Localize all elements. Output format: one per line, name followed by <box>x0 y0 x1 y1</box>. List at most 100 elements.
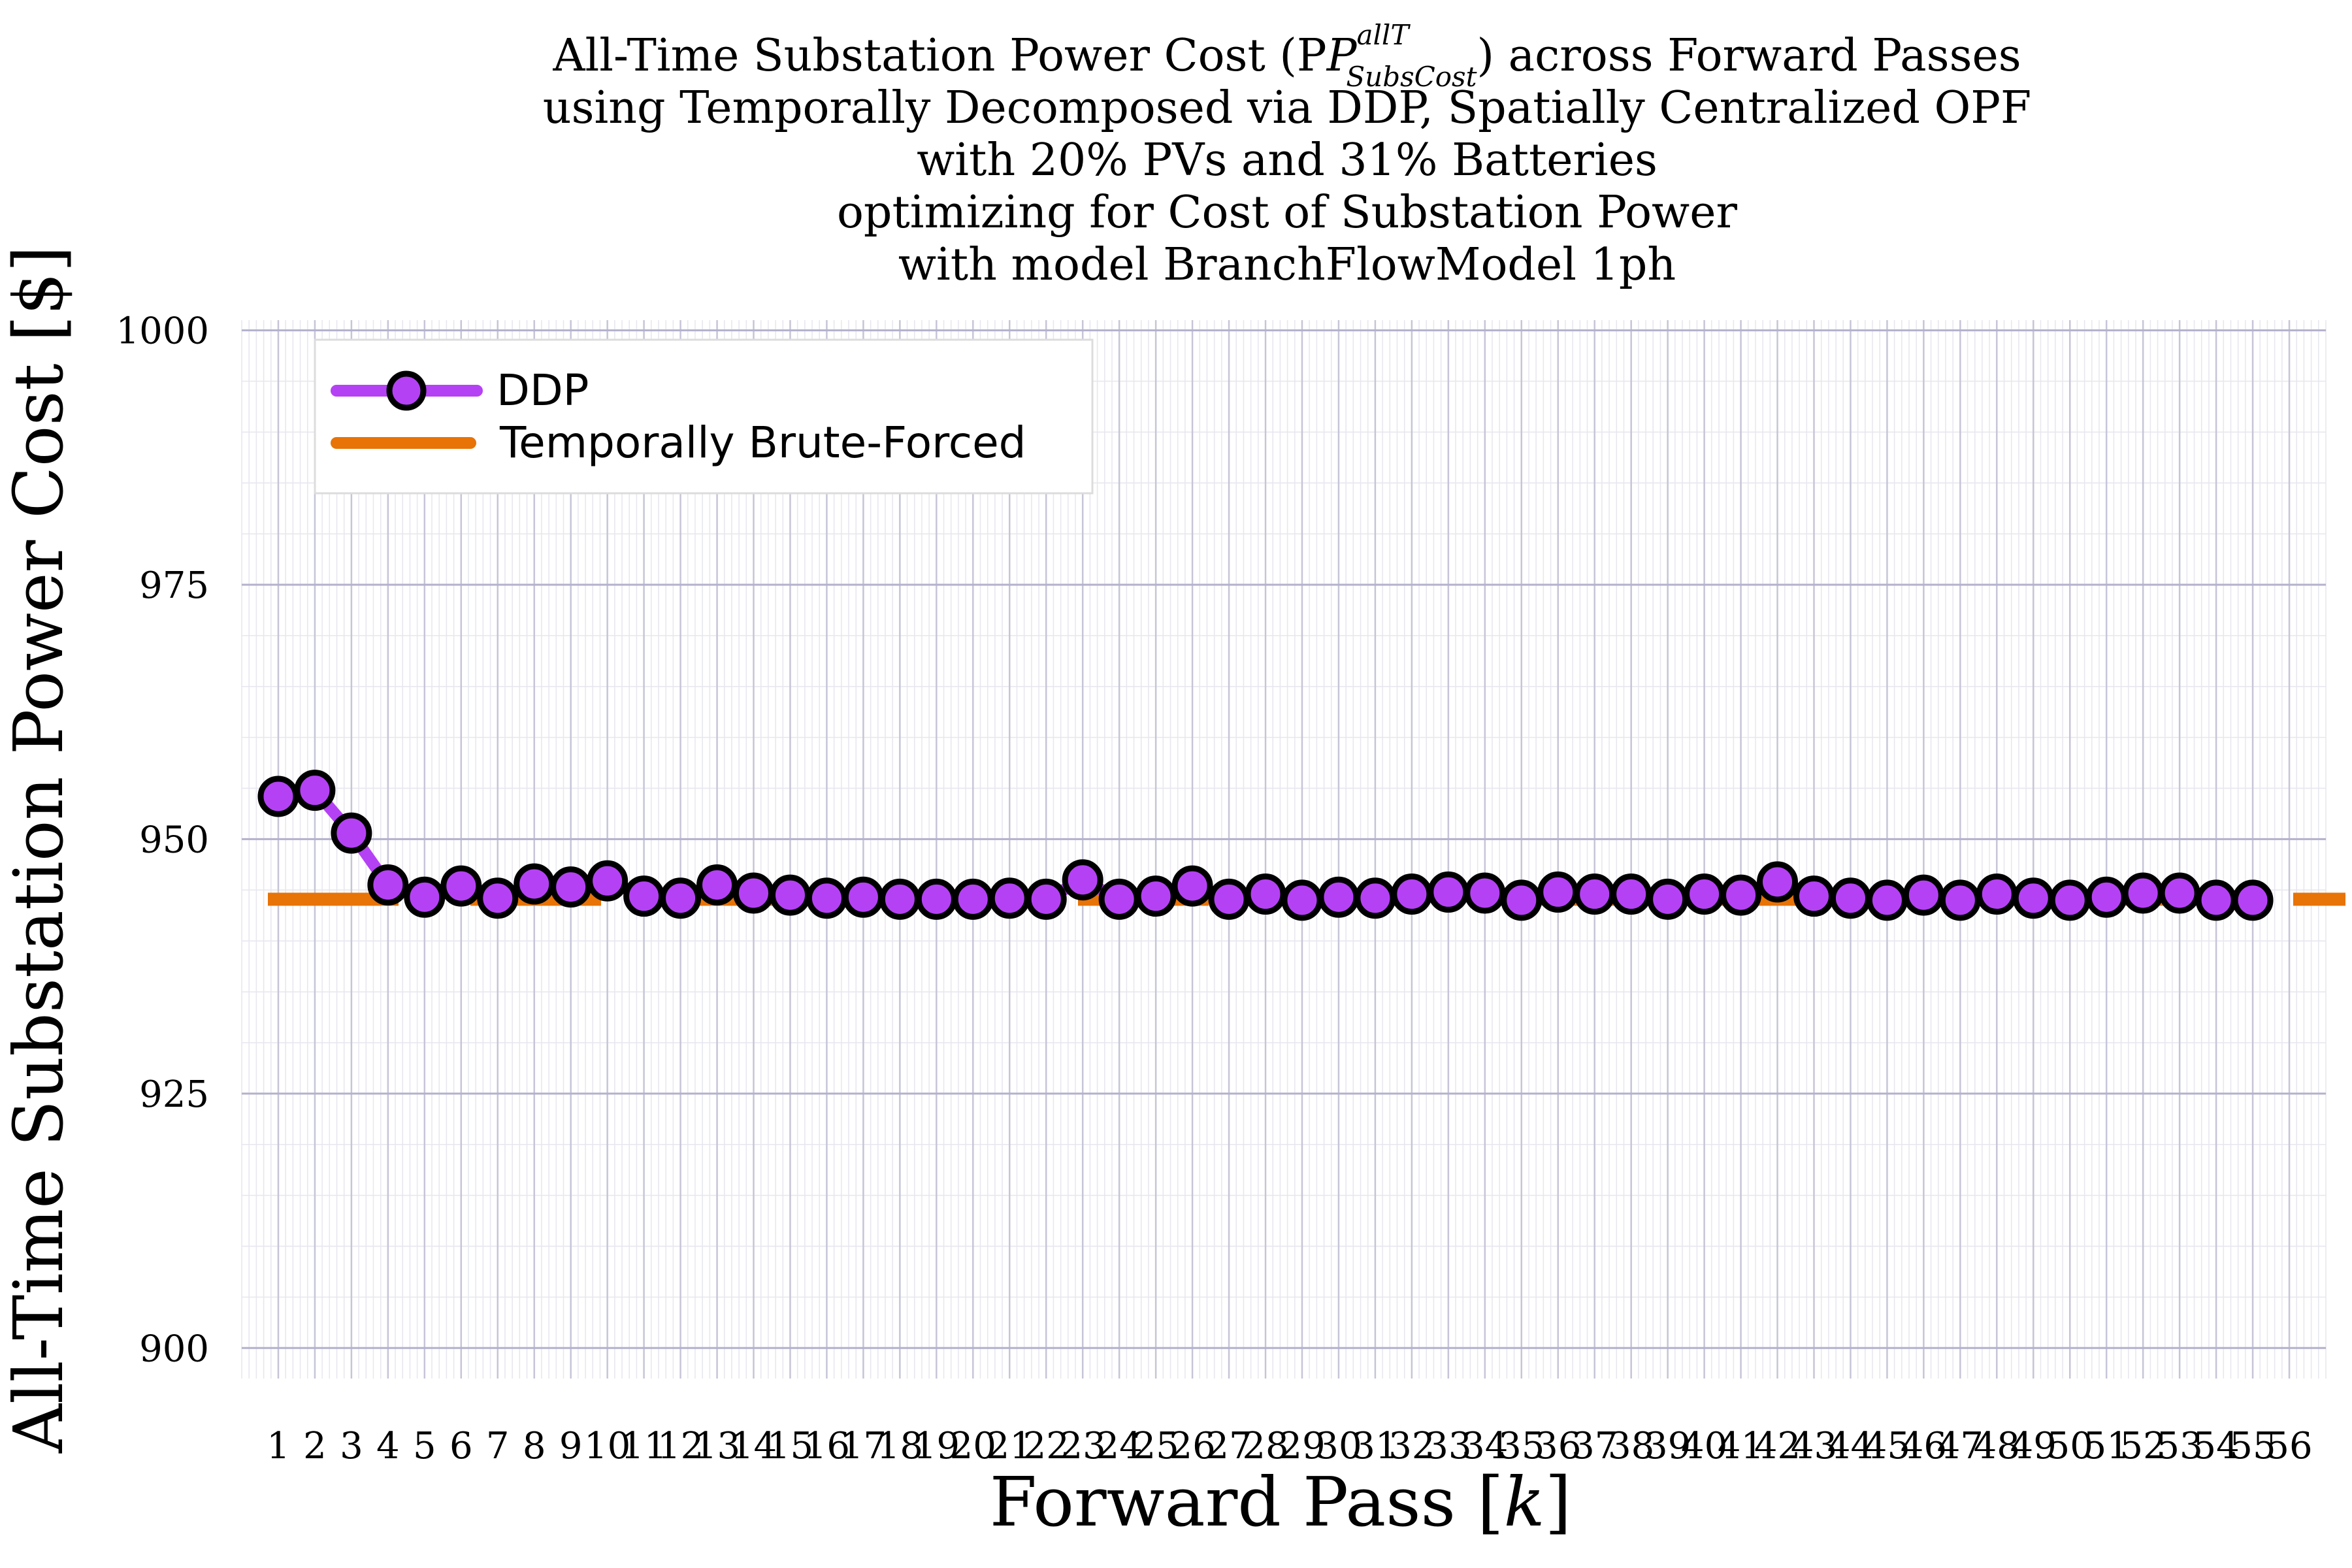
x-tick-label: 28 <box>1242 1425 1288 1467</box>
x-tick-label: 10 <box>584 1425 630 1467</box>
x-tick-label: 39 <box>1644 1425 1691 1467</box>
x-tick-label: 33 <box>1425 1425 1471 1467</box>
title-line-1: All-Time Substation Power Cost (PPallT Su… <box>552 19 2021 93</box>
ddp-point <box>1135 875 1177 917</box>
ddp-point <box>257 776 299 817</box>
ddp-point <box>1428 871 1469 913</box>
ddp-point <box>1610 874 1652 915</box>
ddp-point <box>1062 859 1103 901</box>
ddp-point <box>1501 879 1543 921</box>
ddp-point <box>733 872 775 914</box>
ddp-point <box>440 865 482 907</box>
x-tick-label: 38 <box>1608 1425 1654 1467</box>
x-tick-label: 51 <box>2083 1425 2130 1467</box>
x-tick-label: 52 <box>2120 1425 2166 1467</box>
ddp-point <box>404 876 446 918</box>
ddp-point <box>477 877 519 919</box>
x-tick-label: 7 <box>486 1425 510 1467</box>
x-tick-label: 29 <box>1279 1425 1325 1467</box>
x-tick-label: 5 <box>413 1425 436 1467</box>
x-tick-label: 44 <box>1827 1425 1874 1467</box>
x-tick-label: 45 <box>1864 1425 1910 1467</box>
ddp-point <box>587 860 629 902</box>
ddp-point <box>1391 874 1433 915</box>
x-tick-label: 55 <box>2229 1425 2276 1467</box>
ddp-point <box>2012 877 2054 919</box>
ddp-point <box>1574 874 1616 915</box>
x-tick-label: 27 <box>1205 1425 1252 1467</box>
legend-bf-label: Temporally Brute-Forced <box>499 417 1026 468</box>
x-tick-label: 34 <box>1462 1425 1508 1467</box>
ddp-point <box>2122 872 2164 914</box>
legend-box <box>314 338 1094 495</box>
ddp-point <box>1208 878 1250 920</box>
x-tick-label: 48 <box>1974 1425 2020 1467</box>
ddp-point <box>1829 877 1871 919</box>
ddp-point <box>2159 872 2200 914</box>
x-tick-label: 30 <box>1315 1425 1362 1467</box>
x-tick-label: 37 <box>1571 1425 1618 1467</box>
ddp-point <box>1537 871 1579 913</box>
x-tick-label: 53 <box>2157 1425 2203 1467</box>
ddp-point <box>1866 879 1908 921</box>
ddp-point <box>331 812 372 854</box>
x-tick-label: 40 <box>1681 1425 1727 1467</box>
ddp-point <box>367 864 409 906</box>
x-tick-label: 9 <box>559 1425 583 1467</box>
legend: DDP Temporally Brute-Forced <box>314 338 1094 495</box>
x-tick-label: 18 <box>877 1425 923 1467</box>
x-tick-label: 1 <box>267 1425 290 1467</box>
ddp-point <box>294 770 336 811</box>
x-tick-label: 4 <box>376 1425 400 1467</box>
x-tick-label: 6 <box>449 1425 473 1467</box>
ddp-point <box>1647 878 1689 920</box>
legend-ddp-marker <box>386 370 427 411</box>
x-tick-label: 2 <box>303 1425 327 1467</box>
title-line-4: optimizing for Cost of Substation Power <box>837 187 1738 238</box>
ddp-point <box>988 877 1030 919</box>
x-tick-label: 11 <box>621 1425 667 1467</box>
x-tick-label: 49 <box>2010 1425 2057 1467</box>
x-tick-label: 43 <box>1791 1425 1837 1467</box>
x-tick-labels: 1 2 3 4 5 6 7 8 9 1011121314151617181920212223242… <box>267 1425 2313 1467</box>
ddp-point <box>1464 872 1506 914</box>
x-tick-label: 31 <box>1352 1425 1398 1467</box>
x-tick-label: 21 <box>987 1425 1033 1467</box>
x-tick-label: 17 <box>840 1425 887 1467</box>
ddp-point <box>1171 865 1213 907</box>
ddp-point <box>1720 874 1762 916</box>
x-tick-label: 3 <box>340 1425 363 1467</box>
title-line-5: with model BranchFlowModel 1ph <box>898 239 1676 291</box>
x-tick-label: 22 <box>1023 1425 1070 1467</box>
ddp-point <box>696 864 738 906</box>
legend-ddp-label: DDP <box>497 365 589 416</box>
ddp-point <box>1098 878 1140 920</box>
chart-title: All-Time Substation Power Cost (PPallT Su… <box>543 19 2031 291</box>
ddp-point <box>806 877 847 919</box>
ddp-point <box>1318 876 1360 918</box>
ddp-point <box>2085 876 2127 918</box>
y-tick-label: 950 <box>139 819 209 861</box>
ddp-point <box>1354 877 1396 919</box>
ddp-point <box>915 878 957 920</box>
ddp-point <box>1245 874 1286 915</box>
ddp-point <box>660 877 702 919</box>
x-tick-label: 8 <box>523 1425 546 1467</box>
ddp-point <box>952 878 994 920</box>
ddp-point <box>2195 879 2237 921</box>
x-tick-label: 42 <box>1754 1425 1801 1467</box>
ddp-point <box>879 878 921 920</box>
y-tick-label: 975 <box>139 564 209 607</box>
y-tick-label: 900 <box>139 1328 209 1370</box>
ddp-point <box>1793 875 1835 917</box>
x-tick-label: 20 <box>950 1425 996 1467</box>
y-tick-label: 925 <box>139 1073 209 1116</box>
ddp-point <box>1976 874 2017 915</box>
x-tick-label: 25 <box>1132 1425 1179 1467</box>
x-tick-label: 14 <box>730 1425 777 1467</box>
ddp-point <box>514 863 555 905</box>
x-tick-label: 12 <box>657 1425 704 1467</box>
x-tick-label: 32 <box>1388 1425 1435 1467</box>
x-axis-label: Forward Pass [k] <box>990 1462 1571 1542</box>
